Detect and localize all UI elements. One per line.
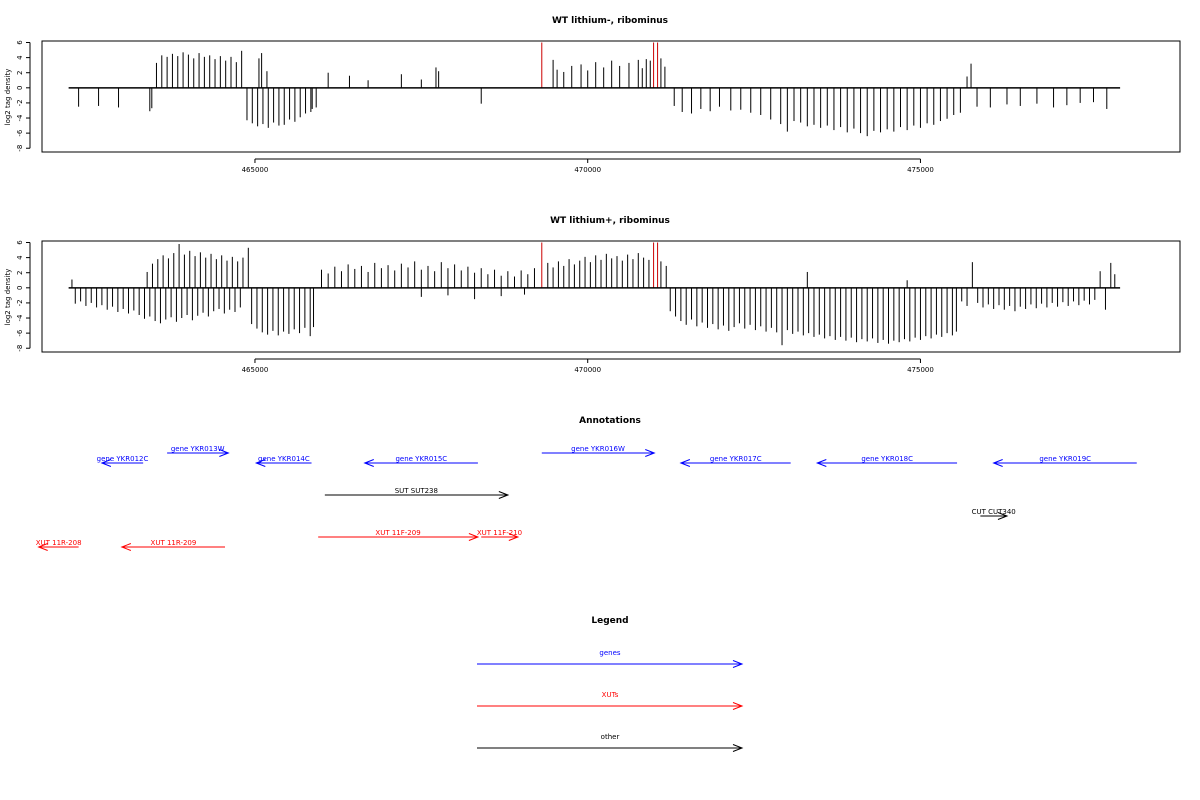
- legend-item: other: [477, 733, 744, 752]
- annotation-arrow: XUT 11R-208: [36, 539, 82, 551]
- annotation-label: CUT CUT340: [972, 508, 1016, 516]
- arrow-head-icon: [992, 459, 1003, 467]
- annotation-arrow: XUT 11F-209: [318, 529, 480, 541]
- marker-lines: [541, 42, 659, 88]
- annotation-arrow: gene YKR012C: [97, 455, 149, 467]
- y-tick-label: -2: [16, 99, 24, 106]
- annotation-label: gene YKR018C: [861, 455, 913, 463]
- y-tick-label: -6: [16, 329, 24, 337]
- y-tick-label: -6: [16, 129, 24, 137]
- x-axis: 465000 470000 475000: [242, 158, 934, 174]
- annotation-label: XUT 11F-210: [477, 529, 522, 537]
- annotation-arrow: gene YKR014C: [254, 455, 312, 467]
- annotation-label: XUT 11R-208: [36, 539, 82, 547]
- plot-frame: [41, 240, 1181, 353]
- legend-item: XUTs: [477, 691, 744, 710]
- y-tick-label: 0: [16, 86, 24, 90]
- y-tick-label: 6: [16, 40, 24, 45]
- x-tick-label: 465000: [242, 166, 269, 174]
- arrow-head-icon: [732, 702, 744, 710]
- annotation-label: gene YKR019C: [1039, 455, 1091, 463]
- arrow-head-icon: [997, 512, 1009, 520]
- annotation-arrow: gene YKR013W: [167, 445, 230, 457]
- annotation-label: gene YKR015C: [395, 455, 447, 463]
- y-tick-label: 4: [16, 255, 24, 260]
- annotation-arrow: CUT CUT340: [972, 508, 1016, 520]
- x-tick-label: 465000: [242, 366, 269, 374]
- track-title: WT lithium-, ribominus: [552, 16, 668, 26]
- arrow-head-icon: [508, 533, 520, 541]
- y-tick-label: 2: [16, 70, 24, 74]
- density-bars: [71, 244, 1116, 346]
- legend-label: genes: [599, 649, 620, 657]
- y-tick-label: 2: [16, 270, 24, 274]
- arrow-head-icon: [815, 459, 827, 467]
- arrow-head-icon: [219, 449, 230, 457]
- x-tick-label: 470000: [574, 166, 601, 174]
- plot-frame: [41, 40, 1181, 153]
- annotation-arrow: gene YKR018C: [815, 455, 958, 467]
- annotation-label: XUT 11R-209: [151, 539, 197, 547]
- y-axis-label: log2 tag density: [4, 69, 12, 126]
- arrow-head-icon: [498, 491, 510, 499]
- y-tick-label: 4: [16, 55, 24, 60]
- y-tick-label: 6: [16, 240, 24, 245]
- annotation-label: gene YKR016W: [571, 445, 625, 453]
- legend-label: XUTs: [602, 691, 619, 699]
- annotation-label: XUT 11F-209: [375, 529, 420, 537]
- y-tick-label: -8: [16, 345, 24, 352]
- annotations-panel: Annotations gene YKR012C gene YKR013W gene…: [36, 416, 1137, 551]
- legend-title: Legend: [591, 616, 628, 626]
- annotation-label: SUT SUT238: [395, 487, 438, 495]
- y-axis: -8 -6 -4 -2 0 2 4 6: [16, 40, 31, 152]
- x-tick-label: 470000: [574, 366, 601, 374]
- y-axis: -8 -6 -4 -2 0 2 4 6: [16, 240, 31, 352]
- x-tick-label: 475000: [907, 166, 934, 174]
- y-tick-label: -8: [16, 145, 24, 152]
- annotation-arrow: SUT SUT238: [324, 487, 510, 499]
- y-tick-label: -4: [16, 314, 24, 322]
- annotation-arrow: gene YKR015C: [363, 455, 478, 467]
- arrow-head-icon: [120, 543, 132, 551]
- x-axis: 465000 470000 475000: [242, 358, 934, 374]
- legend-item: genes: [477, 649, 744, 668]
- x-tick-label: 475000: [907, 366, 934, 374]
- annotation-arrow: XUT 11F-210: [477, 529, 522, 541]
- track-title: WT lithium+, ribominus: [550, 216, 670, 226]
- density-bars: [78, 50, 1108, 137]
- annotation-arrow: XUT 11R-209: [120, 539, 226, 551]
- annotation-label: gene YKR012C: [97, 455, 149, 463]
- arrow-head-icon: [645, 449, 656, 457]
- annotation-arrow: gene YKR016W: [541, 445, 656, 457]
- annotation-label: gene YKR013W: [171, 445, 225, 453]
- annotation-label: gene YKR017C: [710, 455, 762, 463]
- annotation-arrow: gene YKR019C: [992, 455, 1137, 467]
- arrow-head-icon: [37, 543, 48, 551]
- arrow-head-icon: [254, 459, 266, 467]
- arrow-head-icon: [468, 533, 480, 541]
- legend-label: other: [601, 733, 620, 741]
- arrow-head-icon: [732, 744, 744, 752]
- annotations-title: Annotations: [579, 416, 641, 426]
- annotation-arrow: gene YKR017C: [679, 455, 791, 467]
- track-panel-lithium-plus: WT lithium+, ribominus log2 tag density …: [4, 216, 1181, 374]
- arrow-head-icon: [363, 459, 374, 467]
- y-tick-label: -4: [16, 114, 24, 122]
- legend: Legend genes XUTs other: [477, 616, 744, 752]
- arrow-head-icon: [100, 459, 112, 467]
- annotation-label: gene YKR014C: [258, 455, 310, 463]
- marker-lines: [541, 242, 659, 288]
- arrow-head-icon: [679, 459, 691, 467]
- y-tick-label: 0: [16, 286, 24, 290]
- y-tick-label: -2: [16, 299, 24, 306]
- track-panel-lithium-minus: WT lithium-, ribominus log2 tag density …: [4, 16, 1181, 174]
- y-axis-label: log2 tag density: [4, 269, 12, 326]
- arrow-head-icon: [732, 660, 744, 668]
